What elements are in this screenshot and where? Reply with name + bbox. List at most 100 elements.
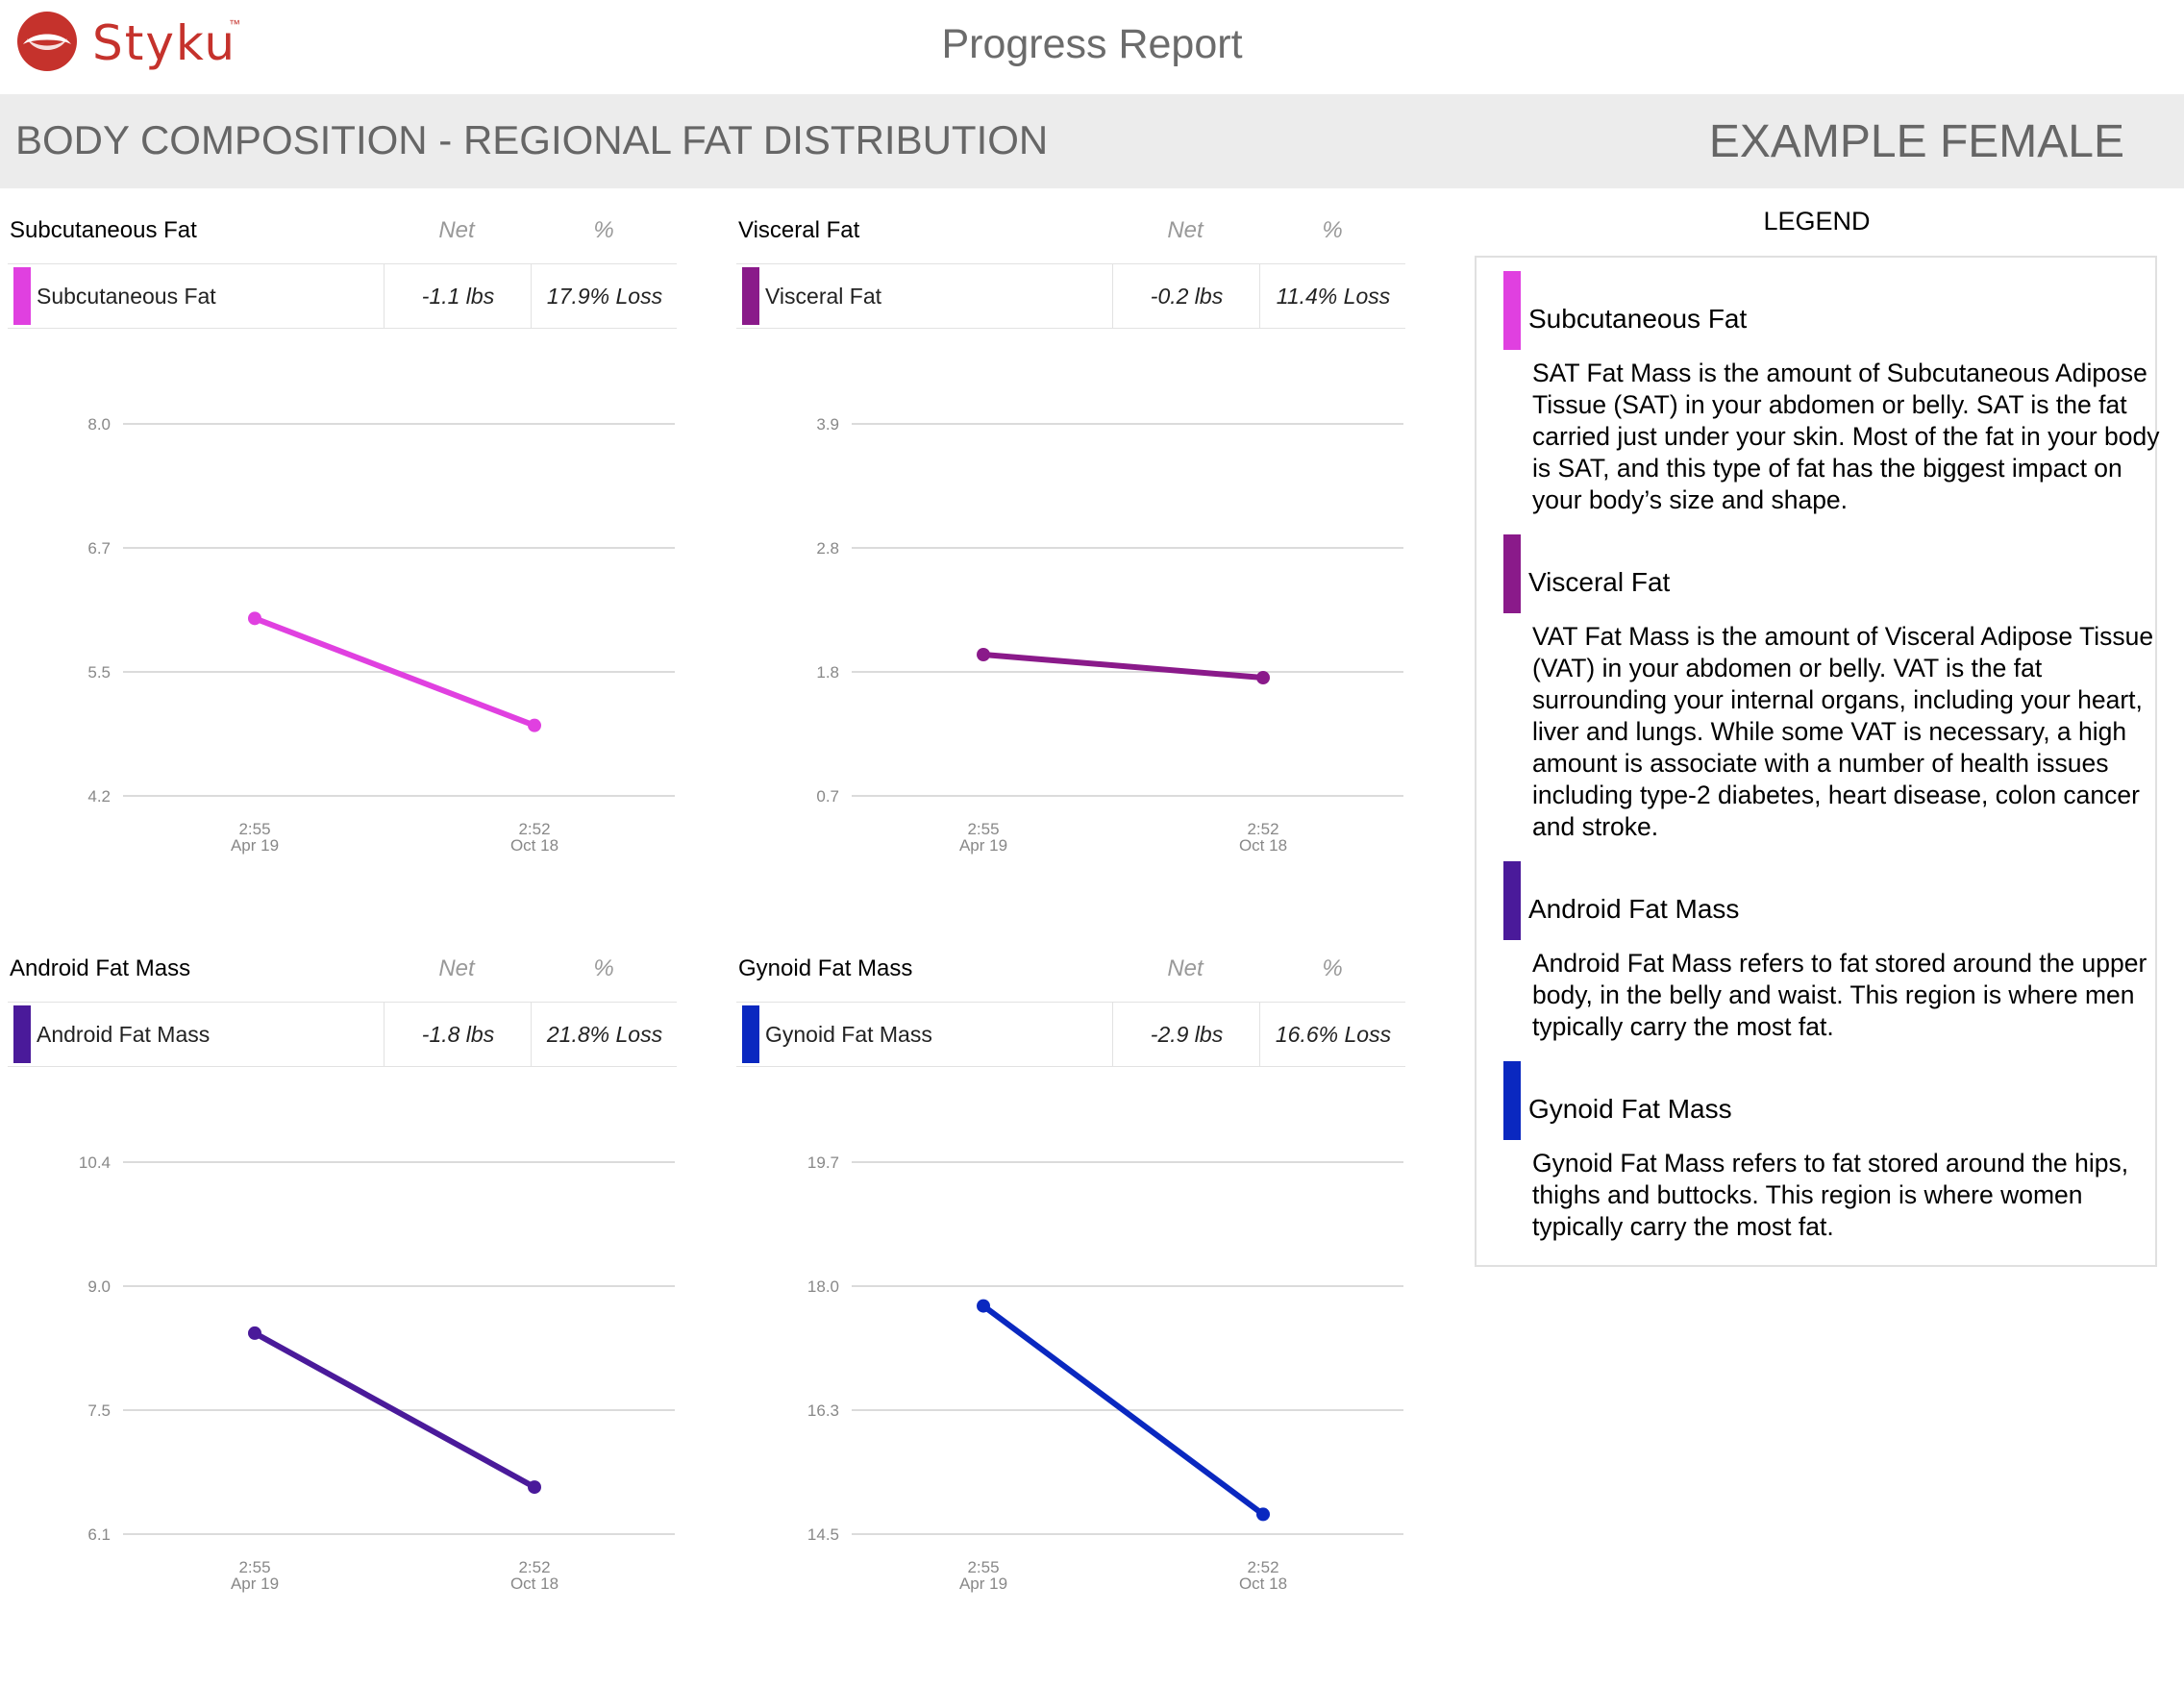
y-tick-label: 1.8 — [816, 663, 839, 682]
series-line — [980, 652, 1266, 681]
stat-label: Subcutaneous Fat — [37, 284, 216, 309]
x-tick-time-label: 2:55 — [967, 820, 999, 838]
x-tick-date-label: Apr 19 — [959, 1574, 1007, 1593]
series-swatch — [742, 1005, 759, 1063]
y-tick-label: 7.5 — [87, 1401, 111, 1420]
legend-item-description: VAT Fat Mass is the amount of Visceral A… — [1532, 622, 2154, 841]
chart-title: Android Fat Mass — [10, 955, 191, 981]
percent-change: 11.4% Loss — [1259, 264, 1406, 328]
x-tick-date-label: Apr 19 — [231, 836, 279, 855]
x-tick-time-label: 2:52 — [1247, 1558, 1278, 1576]
legend-item-android: Android Fat Mass Android Fat Mass refers… — [1490, 861, 2147, 1054]
x-tick-time-label: 2:52 — [518, 1558, 550, 1576]
legend-swatch — [1503, 271, 1521, 350]
y-tick-label: 6.1 — [87, 1525, 111, 1544]
legend-item-name: Subcutaneous Fat — [1528, 304, 1748, 334]
chart-header: Android Fat Mass Net % — [0, 944, 677, 982]
legend-item-name: Visceral Fat — [1528, 567, 1671, 597]
x-tick-date-label: Oct 18 — [1239, 1574, 1287, 1593]
series-line — [980, 1302, 1266, 1518]
percent-column-header: % — [593, 217, 614, 243]
legend-swatch — [1503, 861, 1521, 940]
y-tick-label: 16.3 — [807, 1401, 839, 1420]
y-tick-label: 0.7 — [816, 787, 839, 806]
data-point — [977, 1299, 990, 1313]
chart-panel-visceral: Visceral Fat Net % Visceral Fat -0.2 lbs… — [729, 206, 1405, 898]
legend-item-gynoid: Gynoid Fat Mass Gynoid Fat Mass refers t… — [1490, 1061, 2144, 1253]
x-tick-time-label: 2:55 — [238, 1558, 270, 1576]
data-point — [248, 611, 261, 626]
x-tick-time-label: 2:55 — [238, 820, 270, 838]
net-change: -1.1 lbs — [384, 264, 532, 328]
styku-logo-icon — [17, 12, 77, 71]
x-tick-date-label: Oct 18 — [510, 1574, 558, 1593]
report-title: Progress Report — [941, 21, 1243, 67]
percent-change: 17.9% Loss — [531, 264, 678, 328]
x-tick-time-label: 2:52 — [1247, 820, 1278, 838]
styku-logo: Styku ™ — [15, 8, 285, 85]
chart-title: Visceral Fat — [738, 217, 860, 243]
stat-row: Gynoid Fat Mass -2.9 lbs 16.6% Loss — [736, 1002, 1405, 1067]
stat-label: Visceral Fat — [765, 284, 882, 309]
y-tick-label: 3.9 — [816, 415, 839, 434]
chart-panel-android: Android Fat Mass Net % Android Fat Mass … — [0, 944, 677, 1636]
percent-column-header: % — [1322, 955, 1343, 981]
chart-header: Gynoid Fat Mass Net % — [729, 944, 1405, 982]
stat-label: Gynoid Fat Mass — [765, 1022, 932, 1047]
chart-title: Gynoid Fat Mass — [738, 955, 913, 981]
y-tick-label: 10.4 — [79, 1153, 111, 1172]
y-tick-label: 9.0 — [87, 1277, 111, 1296]
percent-column-header: % — [593, 955, 614, 981]
x-tick-date-label: Apr 19 — [959, 836, 1007, 855]
legend-item-name: Gynoid Fat Mass — [1528, 1094, 1732, 1124]
legend-item-subcutaneous: Subcutaneous Fat SAT Fat Mass is the amo… — [1490, 271, 2160, 531]
stat-label: Android Fat Mass — [37, 1022, 211, 1047]
net-change: -1.8 lbs — [384, 1003, 532, 1066]
y-tick-label: 8.0 — [87, 415, 111, 434]
x-tick-date-label: Oct 18 — [510, 836, 558, 855]
legend-panel: Subcutaneous Fat SAT Fat Mass is the amo… — [1475, 256, 2160, 1267]
series-swatch — [742, 267, 759, 325]
legend-item-description: Android Fat Mass refers to fat stored ar… — [1532, 949, 2147, 1041]
data-point — [528, 1480, 541, 1495]
data-point — [248, 1326, 261, 1340]
data-point — [1256, 1507, 1270, 1522]
net-column-header: Net — [1167, 955, 1204, 981]
chart-header: Subcutaneous Fat Net % — [0, 206, 677, 244]
chart-title: Subcutaneous Fat — [10, 217, 197, 243]
x-tick-time-label: 2:55 — [967, 1558, 999, 1576]
net-change: -0.2 lbs — [1112, 264, 1260, 328]
brand-trademark: ™ — [229, 17, 240, 31]
x-tick-date-label: Oct 18 — [1239, 836, 1287, 855]
net-column-header: Net — [438, 955, 475, 981]
percent-column-header: % — [1322, 217, 1343, 243]
client-name: EXAMPLE FEMALE — [1708, 116, 2124, 167]
series-line — [252, 615, 537, 729]
series-swatch — [13, 267, 31, 325]
chart-panel-gynoid: Gynoid Fat Mass Net % Gynoid Fat Mass -2… — [729, 944, 1405, 1636]
data-point — [977, 648, 990, 661]
legend-item-description: SAT Fat Mass is the amount of Subcutaneo… — [1532, 359, 2160, 514]
y-tick-label: 6.7 — [87, 539, 111, 558]
x-tick-date-label: Apr 19 — [231, 1574, 279, 1593]
stat-row: Subcutaneous Fat -1.1 lbs 17.9% Loss — [8, 263, 677, 329]
y-tick-label: 19.7 — [807, 1153, 839, 1172]
data-point — [1256, 671, 1270, 684]
y-tick-label: 2.8 — [816, 539, 839, 558]
legend-swatch — [1503, 1061, 1521, 1140]
net-column-header: Net — [1167, 217, 1204, 243]
legend-item-visceral: Visceral Fat VAT Fat Mass is the amount … — [1490, 534, 2153, 852]
legend-item-description: Gynoid Fat Mass refers to fat stored aro… — [1532, 1149, 2129, 1241]
series-swatch — [13, 1005, 31, 1063]
y-tick-label: 14.5 — [807, 1525, 839, 1544]
percent-change: 16.6% Loss — [1259, 1003, 1406, 1066]
x-tick-time-label: 2:52 — [518, 820, 550, 838]
net-change: -2.9 lbs — [1112, 1003, 1260, 1066]
stat-row: Visceral Fat -0.2 lbs 11.4% Loss — [736, 263, 1405, 329]
y-tick-label: 5.5 — [87, 663, 111, 682]
chart-header: Visceral Fat Net % — [729, 206, 1405, 244]
